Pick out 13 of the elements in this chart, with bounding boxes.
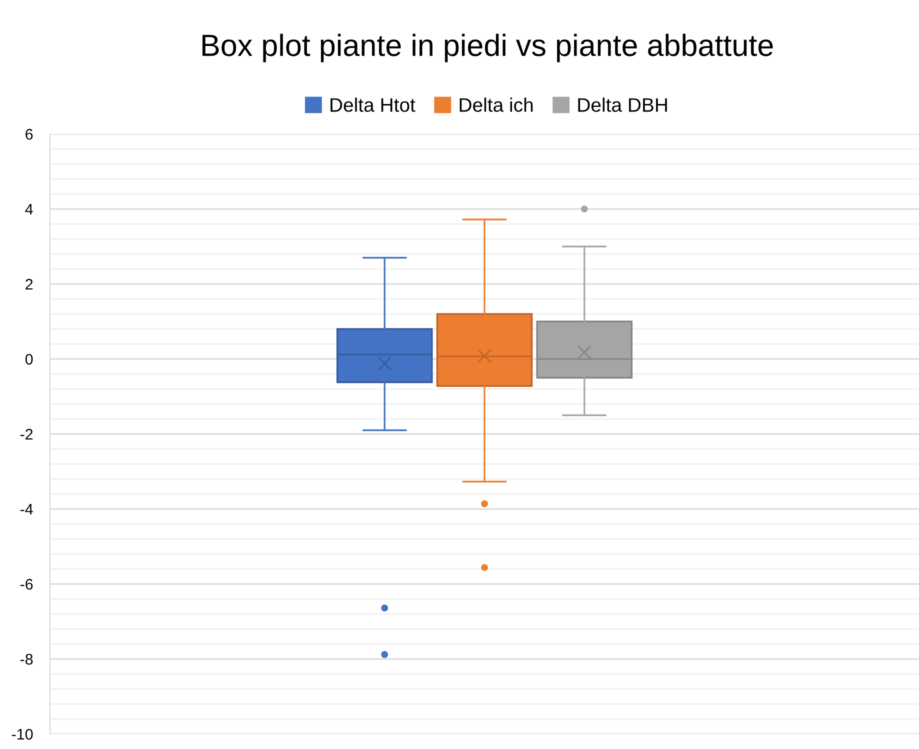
- legend-label: Delta ich: [460, 98, 533, 112]
- y-tick-label: 0: [25, 354, 33, 365]
- y-tick-label: 2: [26, 278, 33, 290]
- y-tick-label: -8: [20, 654, 33, 665]
- legend-label: Delta DBH: [578, 98, 667, 112]
- y-tick-label: -6: [20, 578, 33, 590]
- y-tick-label: 4: [25, 204, 33, 215]
- y-tick-label: -4: [20, 504, 33, 515]
- legend-label: Delta Htot: [330, 98, 416, 112]
- y-tick-label: -2: [20, 428, 33, 440]
- chart-title: Box plot piante in piedi vs piante abbattute: [202, 34, 773, 62]
- y-tick-label: -10: [12, 728, 33, 740]
- y-tick-label: 6: [26, 128, 33, 140]
